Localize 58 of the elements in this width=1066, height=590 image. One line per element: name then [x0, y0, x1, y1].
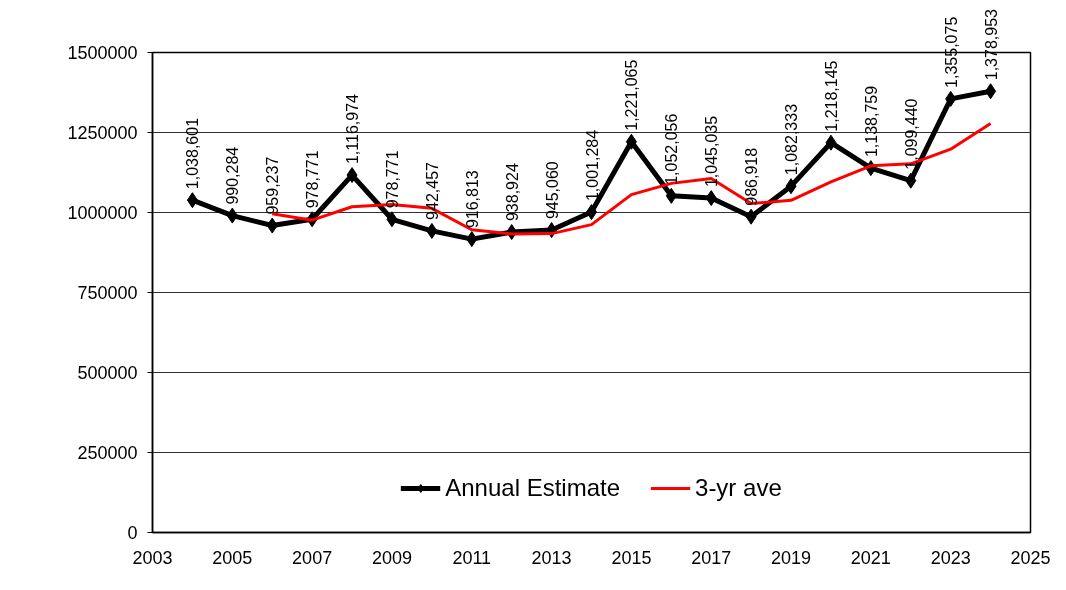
y-tick-label: 1250000: [67, 123, 138, 143]
data-label: 1,355,075: [942, 16, 960, 88]
point: [905, 172, 917, 189]
point: [625, 133, 637, 150]
data-label: 1,116,974: [344, 93, 362, 165]
data-label: 1,221,065: [623, 59, 641, 131]
x-tick-label: 2021: [850, 547, 891, 568]
x-tick-label: 2013: [531, 547, 572, 568]
data-label: 1,001,284: [583, 129, 601, 202]
point: [985, 83, 997, 100]
point: [785, 178, 797, 195]
y-tick-label: 750000: [77, 283, 138, 303]
y-tick-label: 500000: [77, 363, 138, 383]
x-tick-label: 2005: [212, 547, 253, 568]
y-tick-label: 0: [127, 523, 138, 543]
x-tick-label: 2007: [292, 547, 333, 568]
point: [466, 231, 478, 248]
data-label: 978,771: [304, 150, 322, 209]
point: [665, 187, 677, 204]
point: [745, 208, 757, 225]
data-label: 916,813: [463, 170, 481, 229]
point: [705, 190, 717, 207]
data-label: 945,060: [543, 161, 561, 220]
x-tick-label: 2025: [1010, 547, 1051, 568]
data-label: 1,378,953: [982, 8, 1000, 81]
x-tick-label: 2009: [371, 547, 412, 568]
data-label: 1,082,333: [783, 103, 801, 176]
data-label: 938,924: [503, 163, 521, 222]
x-tick-label: 2019: [771, 547, 812, 568]
y-tick-label: 1000000: [67, 203, 138, 223]
y-tick-label: 1500000: [67, 43, 138, 63]
x-tick-label: 2015: [611, 547, 652, 568]
data-label: 1,138,759: [862, 85, 880, 158]
point: [186, 192, 198, 209]
data-label: 1,045,035: [703, 115, 721, 188]
data-label: 942,457: [423, 161, 441, 220]
point: [266, 217, 278, 234]
data-label: 1,052,056: [663, 113, 681, 185]
legend-label: 3-yr ave: [695, 474, 782, 502]
data-label: 990,284: [224, 146, 242, 205]
point: [386, 211, 398, 228]
point: [945, 90, 957, 107]
y-tick-label: 250000: [77, 443, 138, 463]
point: [346, 167, 358, 184]
point: [825, 134, 837, 151]
data-label: 978,771: [383, 150, 401, 209]
data-label: 1,218,145: [822, 60, 840, 132]
data-label: 1,099,440: [902, 98, 920, 170]
x-tick-label: 2023: [930, 547, 971, 568]
data-label: 1,038,601: [184, 117, 202, 190]
x-tick-label: 2017: [691, 547, 732, 568]
data-label: 986,918: [743, 147, 761, 206]
legend-label: Annual Estimate: [445, 474, 621, 502]
x-tick-label: 2011: [452, 547, 492, 568]
point: [426, 222, 438, 239]
point: [226, 207, 238, 224]
data-label: 959,237: [264, 156, 282, 215]
x-tick-label: 2003: [132, 547, 173, 568]
